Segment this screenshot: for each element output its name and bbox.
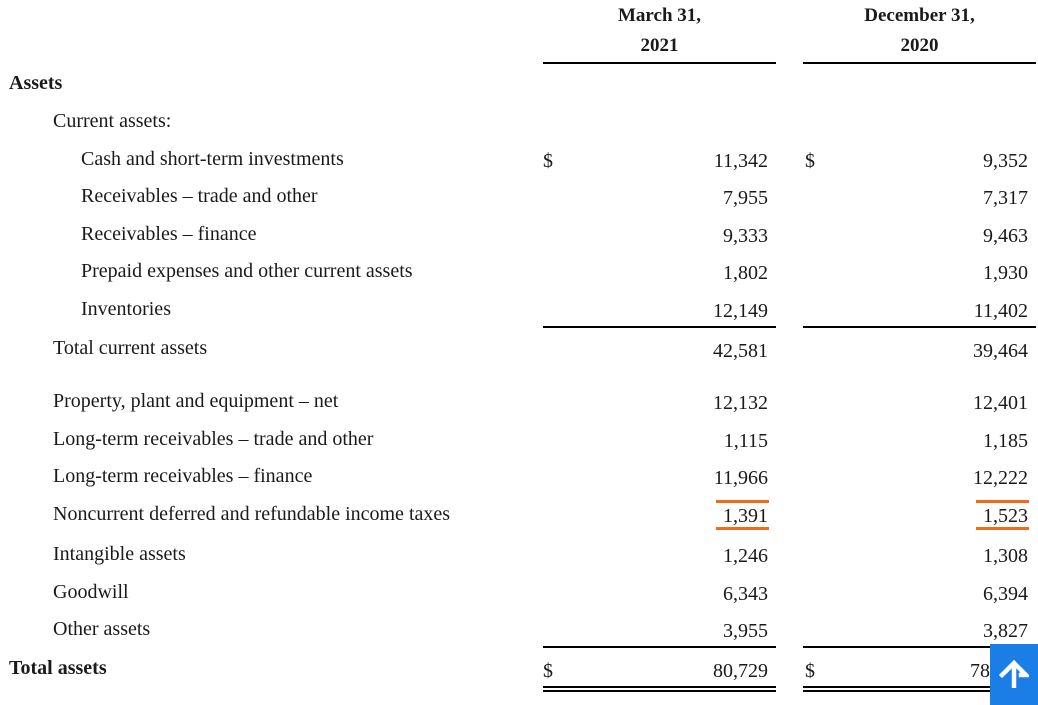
value-dec: 12,401 xyxy=(973,392,1028,414)
scroll-to-top-button[interactable] xyxy=(990,644,1038,705)
value-dec: 7,317 xyxy=(983,187,1028,209)
total-line-mar xyxy=(543,646,776,648)
value-dec: 1,308 xyxy=(983,545,1028,567)
total-assets-label: Total assets xyxy=(9,657,107,679)
row-label: Long-term receivables – finance xyxy=(53,465,313,487)
subtotal-line-dec xyxy=(803,326,1036,328)
value-mar: 11,966 xyxy=(713,467,768,489)
currency-symbol: $ xyxy=(543,150,553,172)
value-dec-highlighted: 1,523 xyxy=(983,505,1028,527)
row-label: Long-term receivables – trade and other xyxy=(53,428,374,450)
value-mar: 1,246 xyxy=(723,545,768,567)
header-mar-line1: March 31, xyxy=(617,5,702,26)
row-label: Property, plant and equipment – net xyxy=(53,390,339,412)
current-assets-label: Current assets: xyxy=(53,110,172,132)
value-mar: 7,955 xyxy=(723,187,768,209)
value-mar: 6,343 xyxy=(723,583,768,605)
header-mar-line2: 2021 xyxy=(640,35,679,56)
value-mar: 1,115 xyxy=(723,430,768,452)
double-underline-mar xyxy=(543,686,776,692)
subtotal-line-mar xyxy=(543,326,776,328)
currency-symbol: $ xyxy=(543,660,553,682)
total-value-mar: 80,729 xyxy=(713,660,768,682)
header-dec-line1: December 31, xyxy=(864,5,975,26)
row-label: Receivables – finance xyxy=(81,223,257,245)
value-mar: 12,132 xyxy=(713,392,768,414)
value-dec: 6,394 xyxy=(983,583,1028,605)
row-label: Noncurrent deferred and refundable incom… xyxy=(53,503,451,525)
value-dec: 1,185 xyxy=(983,430,1028,452)
total-line-dec xyxy=(803,646,1036,648)
value-dec: 11,402 xyxy=(973,300,1028,322)
highlight-top-dec xyxy=(976,500,1029,503)
row-label: Goodwill xyxy=(53,581,129,603)
row-label: Cash and short-term investments xyxy=(81,148,344,170)
value-dec: 3,827 xyxy=(983,620,1028,642)
double-underline-dec xyxy=(803,686,1036,692)
total-value-dec: 78 xyxy=(970,660,990,682)
value-mar-highlighted: 1,391 xyxy=(723,505,768,527)
header-underline-mar xyxy=(543,62,776,64)
value-mar: 11,342 xyxy=(713,150,768,172)
currency-symbol: $ xyxy=(805,150,815,172)
section-title: Assets xyxy=(9,72,63,94)
highlight-bottom-mar xyxy=(716,527,769,530)
row-label: Prepaid expenses and other current asset… xyxy=(81,260,413,282)
value-dec: 9,463 xyxy=(983,225,1028,247)
value-dec: 1,930 xyxy=(983,262,1028,284)
value-mar: 42,581 xyxy=(713,340,768,362)
arrow-up-icon xyxy=(999,659,1029,688)
currency-symbol: $ xyxy=(805,660,815,682)
value-mar: 9,333 xyxy=(723,225,768,247)
value-dec: 9,352 xyxy=(983,150,1028,172)
value-mar: 1,802 xyxy=(723,262,768,284)
value-dec: 12,222 xyxy=(973,467,1028,489)
row-label: Inventories xyxy=(81,298,171,320)
value-dec: 39,464 xyxy=(973,340,1028,362)
header-underline-dec xyxy=(803,62,1036,64)
row-label: Intangible assets xyxy=(53,543,186,565)
value-mar: 3,955 xyxy=(723,620,768,642)
highlight-top-mar xyxy=(716,500,769,503)
highlight-bottom-dec xyxy=(976,527,1029,530)
row-label: Other assets xyxy=(53,618,151,640)
value-mar: 12,149 xyxy=(713,300,768,322)
row-label: Total current assets xyxy=(53,337,208,359)
header-dec-line2: 2020 xyxy=(900,35,939,56)
row-label: Receivables – trade and other xyxy=(81,185,318,207)
